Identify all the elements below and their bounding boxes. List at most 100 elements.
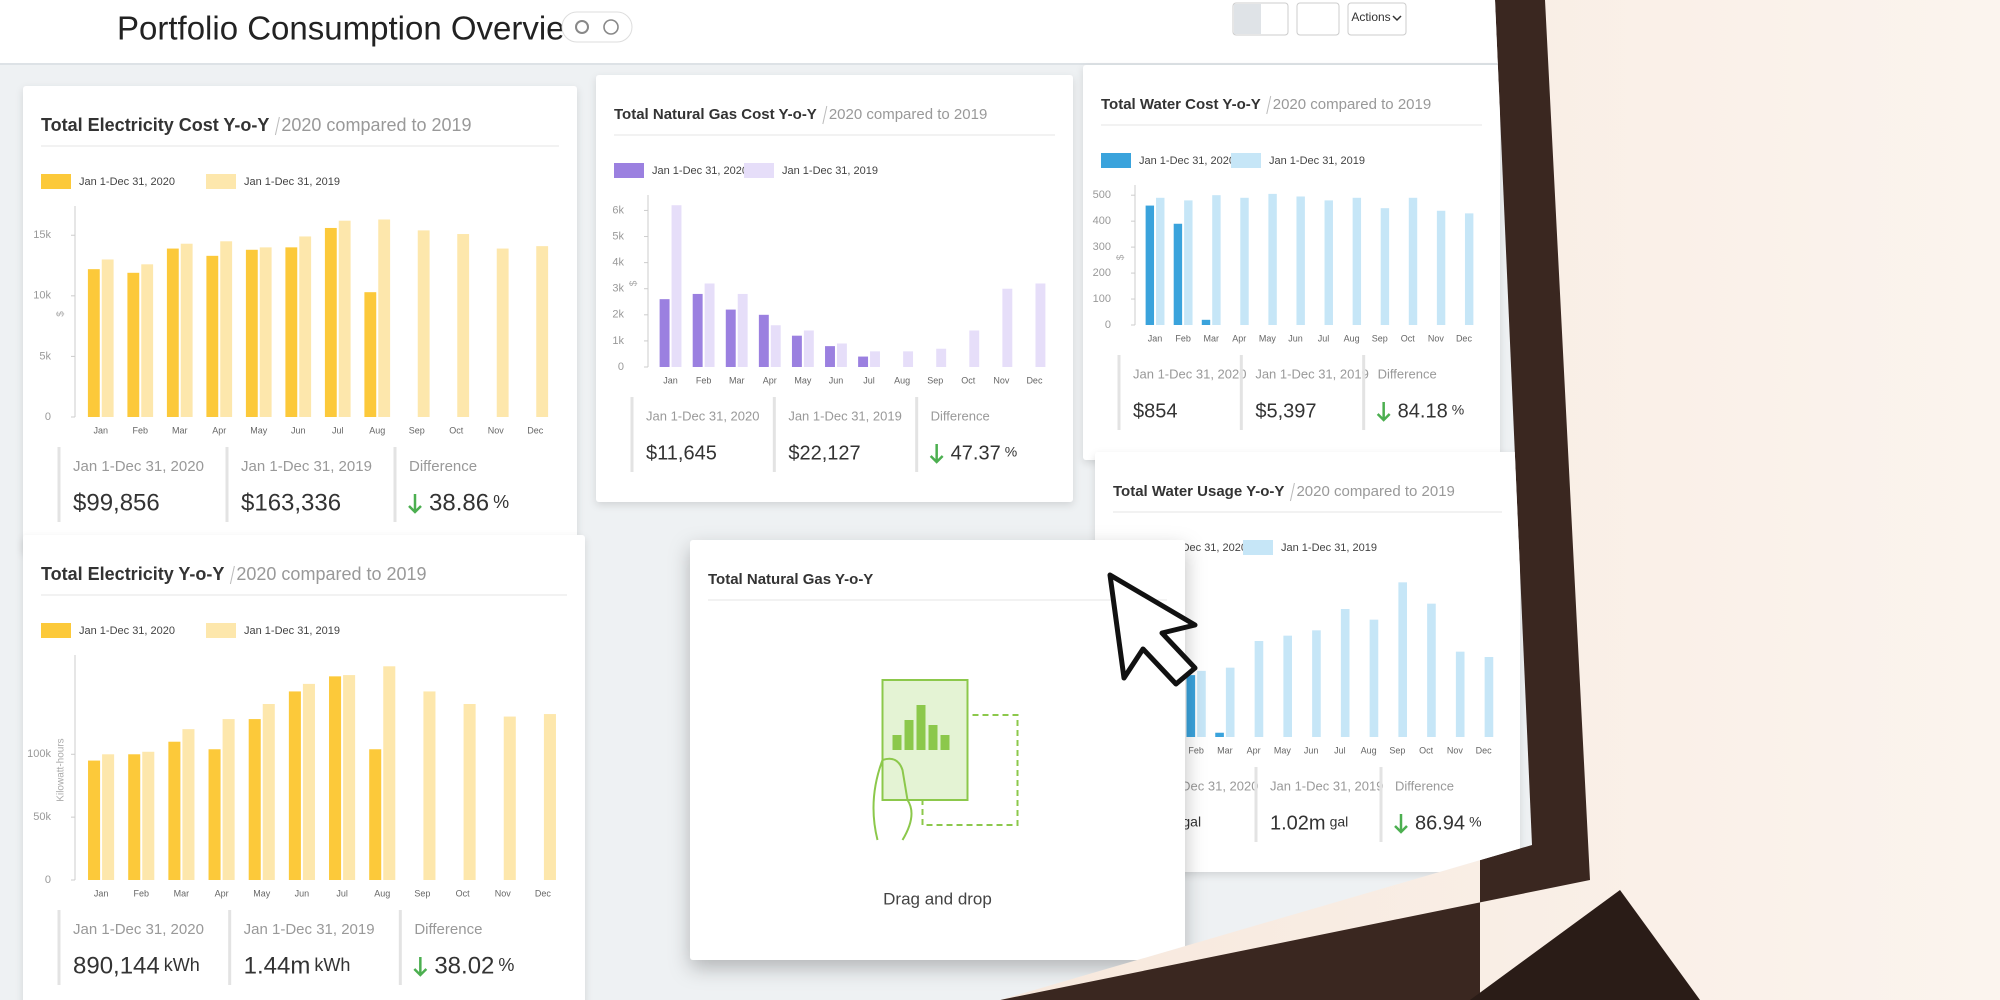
x-tick-label: Jan [94,888,109,898]
bar [127,272,140,417]
stat-value: $22,127 [788,442,860,464]
y-tick-label: 2k [612,309,624,321]
card: Total Electricity Y-o-Y 2020 compared to … [23,535,585,1000]
bar [1484,657,1494,737]
stat-unit: % [1452,402,1464,418]
subtitle-divider [822,105,828,125]
y-tick-label: 50k [33,811,51,823]
y-axis-label: Kilowatt-hours [56,738,67,801]
stat-value: $99,856 [73,489,160,516]
x-tick-label: Nov [495,888,512,898]
bar [671,205,682,367]
bar [180,243,193,417]
stat-label: Jan 1-Dec 31, 2019 [1255,366,1368,381]
bar [166,248,179,417]
x-tick-label: Jun [1304,745,1319,755]
stat-value: 1.02m [1270,812,1326,834]
x-tick-label: Aug [1361,745,1377,755]
x-tick-label: Jan [1148,333,1163,343]
bar [220,241,233,417]
bar [1156,197,1165,325]
stat-unit: kWh [164,955,200,975]
y-tick-label: 5k [39,350,51,362]
bar [364,292,377,417]
y-axis-label: $ [629,280,640,286]
stat-value: 84.18 [1398,400,1448,422]
card-subtitle: 2020 compared to 2019 [281,115,471,135]
x-tick-label: Jun [829,375,844,385]
stat-label: Difference [414,921,482,938]
y-tick-label: 1k [612,335,624,347]
bar [1283,635,1292,737]
stat-unit: gal [1330,814,1349,830]
x-tick-label: Jun [295,888,310,898]
x-tick-label: Jan [93,425,108,435]
legend-label: Jan 1-Dec 31, 2020 [79,625,175,637]
stat-label: Jan 1-Dec 31, 2019 [1270,778,1383,793]
bar [1240,197,1249,325]
stat-value: $163,336 [241,489,341,516]
x-tick-label: Mar [172,425,188,435]
y-tick-label: 0 [45,411,51,423]
x-tick-label: May [253,888,271,898]
x-tick-label: Apr [212,425,226,435]
bar [1186,675,1196,737]
bar [141,264,154,417]
legend-label: Jan 1-Dec 31, 2019 [782,165,878,177]
legend-swatch [744,163,774,178]
card-title: Total Water Usage Y-o-Y [1113,483,1284,500]
bar [737,293,748,367]
illustration-hand [872,757,913,841]
placeholder-text: Drag and drop [883,889,992,908]
bar [1145,205,1155,325]
link-icon[interactable] [575,20,589,34]
bar [1254,641,1264,737]
bar [299,236,312,417]
x-tick-label: May [794,375,812,385]
x-tick-label: Aug [374,888,390,898]
info-icon[interactable] [603,19,619,35]
bar [248,719,261,880]
bar [457,234,470,417]
x-tick-label: Nov [1428,333,1445,343]
layout-button[interactable] [1296,2,1340,36]
view-toggle-active[interactable] [1234,4,1261,34]
legend-label: Jan 1-Dec 31, 2019 [244,625,340,637]
x-tick-label: Feb [132,425,148,435]
actions-button[interactable] [1347,2,1407,36]
x-tick-label: Mar [1217,745,1233,755]
bar [1324,200,1333,325]
bar [102,754,115,880]
legend-swatch [206,623,236,638]
legend-label: Jan 1-Dec 31, 2019 [1281,542,1377,554]
x-tick-label: Mar [729,375,745,385]
card: Total Electricity Cost Y-o-Y 2020 compare… [23,86,577,552]
bar [1212,195,1221,325]
x-tick-label: Apr [763,375,777,385]
card-bg [596,75,1073,502]
x-tick-label: Oct [1419,745,1434,755]
bar [659,299,670,367]
x-tick-label: Oct [1401,333,1416,343]
bar [329,676,342,880]
y-tick-label: 6k [612,204,624,216]
bar [1225,667,1235,737]
bar [1427,603,1436,737]
x-tick-label: Dec [1026,375,1043,385]
y-tick-label: 400 [1093,215,1111,227]
stat-label: Jan 1-Dec 31, 2019 [788,408,901,423]
y-tick-label: 300 [1093,241,1111,253]
y-tick-label: 10k [33,290,51,302]
bar [369,749,382,880]
y-tick-label: 4k [612,257,624,269]
page-title: Portfolio Consumption Overview [117,10,589,47]
bar [692,293,703,367]
down-arrow [1376,402,1391,422]
x-tick-label: May [1274,745,1292,755]
bar [825,346,835,367]
bar [142,751,155,880]
x-tick-label: Jun [1288,333,1303,343]
bar [417,230,430,417]
actions-label[interactable]: Actions [1351,10,1390,24]
